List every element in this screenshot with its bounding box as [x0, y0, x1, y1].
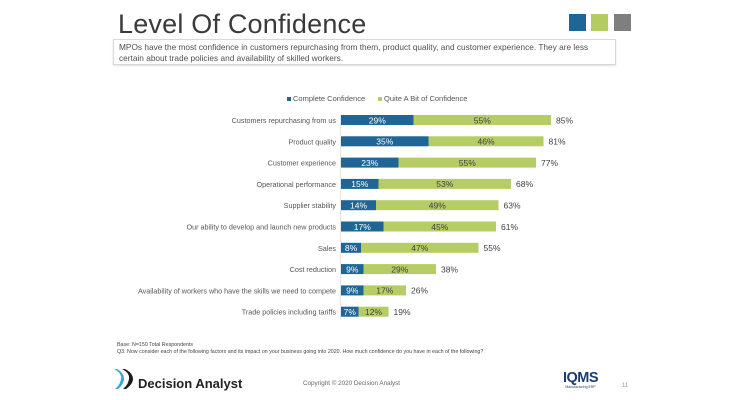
- category-label: Customer experience: [268, 159, 336, 168]
- bar-quite-a-bit-confidence: [378, 178, 511, 189]
- data-label-total: 38%: [441, 264, 458, 274]
- decision-analyst-logo: Decision Analyst: [112, 367, 242, 391]
- iqms-logo-text: IQMS: [563, 370, 599, 386]
- data-label-total: 85%: [556, 115, 573, 125]
- category-label: Sales: [318, 244, 336, 253]
- decision-analyst-logo-text: Decision Analyst: [138, 376, 243, 391]
- category-label: Product quality: [288, 137, 336, 146]
- data-label-total: 68%: [516, 179, 533, 189]
- data-label-complete: 15%: [351, 179, 368, 189]
- category-label: Cost reduction: [290, 265, 336, 274]
- data-label-complete: 9%: [346, 264, 359, 274]
- accent-square-gray: [614, 14, 631, 31]
- page-title: Level Of Confidence: [118, 9, 367, 39]
- bar-complete-confidence: [341, 157, 399, 168]
- bar-complete-confidence: [341, 178, 379, 189]
- data-label-total: 63%: [504, 201, 521, 211]
- iqms-logo-tagline: Manufacturing ERP: [565, 385, 596, 389]
- category-label: Our ability to develop and launch new pr…: [187, 223, 337, 232]
- data-label-quite: 29%: [391, 264, 408, 274]
- bar-quite-a-bit-confidence: [358, 306, 389, 317]
- bar-quite-a-bit-confidence: [361, 242, 479, 253]
- data-label-complete: 23%: [361, 158, 378, 168]
- legend-label-quite: Quite A Bit of Confidence: [384, 94, 468, 103]
- bar-quite-a-bit-confidence: [413, 115, 551, 125]
- data-label-complete: 35%: [376, 137, 393, 147]
- data-label-quite: 45%: [431, 222, 448, 232]
- decision-analyst-logo-mark: [114, 369, 133, 389]
- bar-complete-confidence: [341, 115, 414, 125]
- data-label-complete: 9%: [346, 286, 359, 296]
- footnote-base: Base: N=150 Total Respondents: [117, 342, 194, 348]
- footnote-question: Q3. Now consider each of the following f…: [117, 349, 484, 355]
- data-label-quite: 55%: [459, 158, 476, 168]
- legend-quite: Quite A Bit of Confidence: [378, 94, 467, 103]
- category-label: Availability of workers who have the ski…: [138, 286, 336, 295]
- data-label-quite: 47%: [411, 243, 428, 253]
- data-label-total: 55%: [484, 243, 501, 253]
- legend-complete: Complete Confidence: [287, 94, 365, 103]
- data-label-complete: 17%: [354, 222, 371, 232]
- summary-text: MPOs have the most confidence in custome…: [119, 42, 589, 63]
- category-label: Supplier stability: [284, 201, 337, 210]
- bar-quite-a-bit-confidence: [363, 285, 406, 296]
- data-label-total: 19%: [394, 307, 411, 317]
- bar-complete-confidence: [341, 242, 361, 253]
- data-label-quite: 53%: [436, 179, 453, 189]
- category-label: Customers repurchasing from us: [232, 116, 337, 125]
- legend-swatch-quite: [378, 96, 382, 101]
- copyright: Copyright © 2020 Decision Analyst: [303, 380, 401, 387]
- bar-quite-a-bit-confidence: [398, 157, 536, 168]
- data-label-complete: 8%: [345, 243, 358, 253]
- bar-complete-confidence: [341, 200, 376, 211]
- bar-complete-confidence: [341, 285, 364, 296]
- bar-complete-confidence: [341, 306, 359, 317]
- legend-swatch-complete: [287, 96, 291, 101]
- accent-square-green: [591, 14, 608, 31]
- data-label-total: 81%: [549, 137, 566, 147]
- bar-quite-a-bit-confidence: [383, 221, 496, 232]
- bar-complete-confidence: [341, 136, 429, 147]
- category-label: Trade policies including tariffs: [242, 308, 337, 317]
- accent-square-blue: [569, 14, 586, 31]
- bar-quite-a-bit-confidence: [428, 136, 544, 147]
- bar-complete-confidence: [341, 264, 364, 275]
- data-label-total: 61%: [501, 222, 518, 232]
- data-label-total: 77%: [541, 158, 558, 168]
- legend-label-complete: Complete Confidence: [293, 94, 366, 103]
- data-label-complete: 7%: [344, 307, 357, 317]
- data-label-quite: 55%: [474, 115, 491, 125]
- data-label-complete: 29%: [369, 115, 386, 125]
- category-label: Operational performance: [256, 180, 336, 189]
- bar-quite-a-bit-confidence: [376, 200, 499, 211]
- iqms-logo: IQMS Manufacturing ERP: [563, 370, 599, 389]
- bar-quite-a-bit-confidence: [363, 264, 436, 275]
- summary-box: MPOs have the most confidence in custome…: [113, 39, 616, 65]
- data-label-quite: 17%: [376, 286, 393, 296]
- data-label-complete: 14%: [350, 201, 367, 211]
- bar-complete-confidence: [341, 221, 384, 232]
- data-label-quite: 46%: [477, 137, 494, 147]
- page-number: 11: [622, 383, 629, 389]
- data-label-total: 26%: [411, 286, 428, 296]
- data-label-quite: 49%: [429, 201, 446, 211]
- data-label-quite: 12%: [365, 307, 382, 317]
